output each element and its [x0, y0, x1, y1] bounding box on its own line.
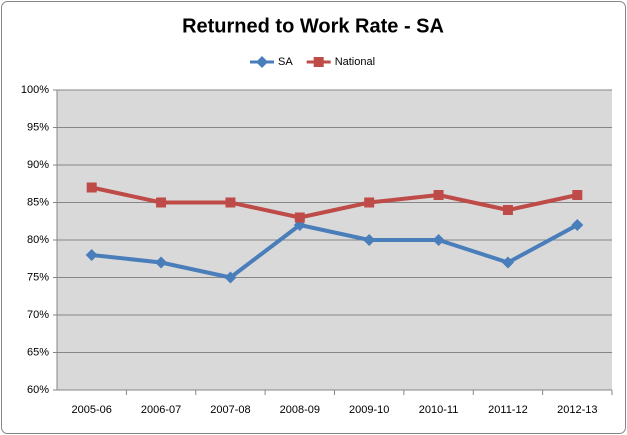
y-tick-label: 70% [27, 309, 49, 321]
y-tick-label: 65% [27, 346, 49, 358]
data-point [572, 190, 583, 200]
x-tick-label: 2012-13 [557, 404, 597, 416]
legend-marker [256, 56, 268, 68]
data-point [85, 249, 98, 261]
y-tick-label: 75% [27, 271, 49, 283]
data-point [224, 271, 237, 284]
data-point [155, 256, 168, 269]
x-tick-label: 2005-06 [72, 404, 112, 416]
data-point [433, 190, 444, 200]
data-point [432, 234, 445, 246]
series-line [91, 223, 579, 280]
data-point [502, 205, 513, 215]
legend-label: SA [278, 56, 293, 68]
legend-marker [313, 57, 324, 67]
data-point [363, 234, 376, 246]
data-point [294, 212, 305, 223]
chart-title: Returned to Work Rate - SA [182, 15, 444, 37]
y-tick-label: 100% [21, 84, 49, 96]
y-tick-label: 90% [27, 159, 49, 171]
x-tick-label: 2008-09 [280, 404, 320, 416]
x-tick-label: 2010-11 [419, 404, 459, 416]
y-tick-label: 60% [27, 384, 49, 396]
x-tick-label: 2006-07 [141, 404, 181, 416]
series-line [91, 185, 578, 220]
y-tick-label: 95% [27, 121, 49, 133]
data-point [156, 197, 167, 208]
data-point [501, 256, 514, 269]
data-point [86, 182, 97, 193]
x-tick-label: 2011-12 [488, 404, 528, 416]
data-point [571, 219, 584, 231]
y-tick-label: 80% [27, 234, 49, 246]
data-point [364, 197, 375, 208]
legend-label: National [335, 56, 375, 68]
x-tick-label: 2007-08 [210, 404, 250, 416]
y-tick-label: 85% [27, 196, 49, 208]
x-tick-label: 2009-10 [349, 404, 389, 416]
data-point [225, 197, 236, 208]
